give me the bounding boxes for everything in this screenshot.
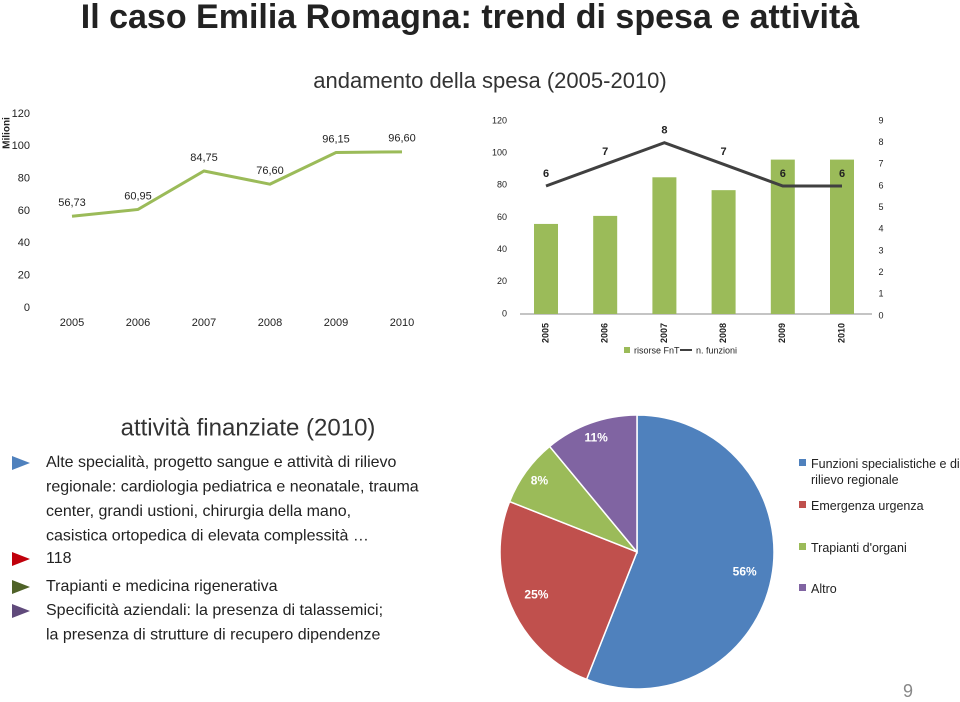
bar	[593, 215, 618, 314]
y-tick-label: 80	[18, 173, 30, 185]
y-tick-label: 40	[18, 237, 30, 249]
bullet-marker	[12, 580, 30, 594]
bar	[711, 190, 736, 314]
bullet-text: Specificità aziendali: la presenza di ta…	[46, 602, 383, 619]
legend-label: Trapianti d'organi	[811, 541, 907, 555]
legend-swatch	[799, 459, 806, 466]
legend-label: n. funzioni	[696, 345, 737, 355]
y2-tick-label: 1	[878, 289, 883, 299]
x-tick-label: 2006	[600, 323, 610, 343]
legend-label: Altro	[811, 582, 837, 596]
bullet-text: regionale: cardiologia pediatrica e neon…	[46, 479, 419, 496]
y2-tick-label: 4	[878, 224, 883, 234]
data-label: 60,95	[124, 190, 152, 202]
y-tick-label: 80	[497, 180, 507, 190]
data-label: 96,15	[322, 133, 350, 145]
data-label: 8%	[531, 473, 549, 487]
bullet-text: casistica ortopedica di elevata compless…	[46, 528, 369, 545]
pie-slice	[585, 414, 775, 690]
x-tick-label: 2008	[718, 323, 728, 343]
legend-label: risorse FnT	[634, 345, 680, 355]
slide-title: Il caso Emilia Romagna: trend di spesa e…	[81, 0, 860, 36]
y-axis-title: Milioni	[2, 117, 13, 149]
y-tick-label: 60	[18, 205, 30, 217]
x-tick-label: 2009	[777, 323, 787, 343]
legend-swatch	[799, 543, 806, 550]
legend-label: Funzioni specialistiche e di rilievo reg…	[811, 457, 960, 487]
data-label: 25%	[524, 588, 548, 602]
line	[545, 141, 842, 188]
bullet-text: Alte specialità, progetto sangue e attiv…	[46, 454, 397, 471]
y2-tick-label: 6	[878, 180, 883, 190]
y2-tick-label: 8	[878, 137, 883, 147]
y-tick-label: 20	[497, 276, 507, 286]
pie-slice	[499, 500, 638, 681]
legend-swatch	[799, 584, 806, 591]
y2-tick-label: 3	[878, 245, 883, 255]
y2-tick-label: 9	[878, 115, 883, 125]
legend-label: Emergenza urgenza	[811, 499, 924, 513]
bar	[652, 177, 677, 314]
x-tick-label: 2009	[324, 317, 348, 329]
bullet-marker	[12, 604, 30, 618]
bullet-marker	[12, 552, 30, 566]
data-label: 56,73	[58, 197, 86, 209]
data-label: 7	[721, 146, 727, 158]
y-tick-label: 100	[492, 148, 507, 158]
data-label: 6	[543, 168, 549, 180]
page-number: 9	[903, 681, 913, 701]
y2-tick-label: 0	[878, 310, 883, 320]
y-tick-label: 40	[497, 244, 507, 254]
y-tick-label: 100	[12, 140, 30, 152]
y2-tick-label: 7	[878, 159, 883, 169]
bullet-text: Trapianti e medicina rigenerativa	[46, 578, 278, 595]
x-tick-label: 2006	[126, 317, 150, 329]
legend-swatch	[799, 501, 806, 508]
data-label: 76,60	[256, 165, 284, 177]
data-label: 7	[602, 146, 608, 158]
x-tick-label: 2010	[836, 323, 846, 343]
legend-swatch	[624, 347, 630, 353]
x-tick-label: 2005	[540, 323, 550, 343]
y-tick-label: 20	[18, 270, 30, 282]
x-tick-label: 2007	[659, 323, 669, 343]
x-tick-label: 2010	[390, 317, 414, 329]
pie-slice	[548, 414, 638, 555]
y-tick-label: 120	[492, 115, 507, 125]
section-title: attività finanziate (2010)	[121, 414, 376, 441]
y-tick-label: 120	[12, 108, 30, 120]
x-tick-label: 2005	[60, 317, 84, 329]
line	[71, 150, 403, 218]
y2-tick-label: 5	[878, 202, 883, 212]
y-tick-label: 60	[497, 212, 507, 222]
bullet-text: center, grandi ustioni, chirurgia della …	[46, 503, 351, 520]
data-label: 56%	[733, 565, 757, 579]
data-label: 84,75	[190, 152, 218, 164]
y-tick-label: 0	[502, 308, 507, 318]
bar	[534, 223, 558, 314]
x-tick-label: 2008	[258, 317, 282, 329]
bullet-marker	[12, 456, 30, 470]
bullet-text: 118	[46, 550, 72, 567]
data-label: 11%	[584, 431, 608, 445]
bullet-text: la presenza di strutture di recupero dip…	[46, 627, 381, 644]
data-label: 6	[839, 168, 845, 180]
data-label: 6	[780, 168, 786, 180]
y2-tick-label: 2	[878, 267, 883, 277]
data-label: 96,60	[388, 133, 416, 145]
y-tick-label: 0	[24, 302, 30, 314]
x-tick-label: 2007	[192, 317, 216, 329]
data-label: 8	[661, 125, 667, 137]
bar	[830, 159, 854, 314]
subtitle: andamento della spesa (2005-2010)	[313, 68, 666, 93]
